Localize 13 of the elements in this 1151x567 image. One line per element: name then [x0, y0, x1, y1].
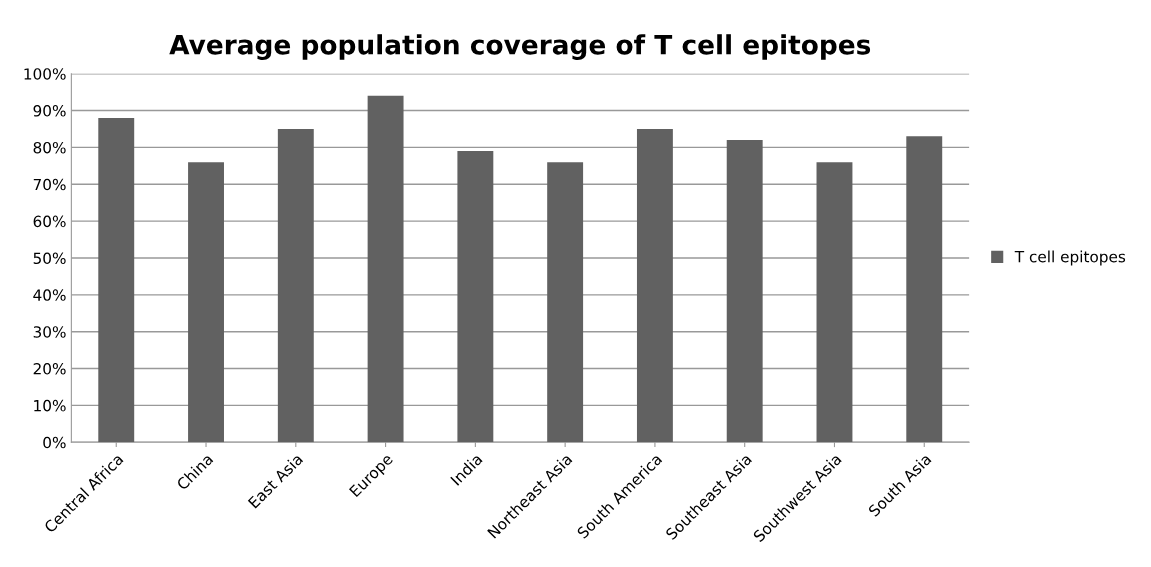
chart-title: Average population coverage of T cell epitopes — [169, 34, 871, 60]
y-tick-label: 0% — [43, 436, 66, 449]
y-tick-label: 40% — [33, 289, 66, 301]
y-tick-label: 30% — [33, 326, 66, 338]
y-tick-label: 20% — [33, 363, 66, 375]
y-tick-label: 100% — [24, 68, 66, 80]
y-tick-label: 80% — [33, 141, 66, 154]
y-tick-label: 10% — [34, 399, 66, 412]
y-tick-label: 60% — [33, 215, 66, 228]
y-tick-label: 90% — [33, 105, 66, 117]
y-tick-label: 50% — [33, 252, 66, 265]
legend-label: T cell epitopes — [1014, 250, 1126, 266]
y-tick-label: 70% — [33, 178, 66, 191]
